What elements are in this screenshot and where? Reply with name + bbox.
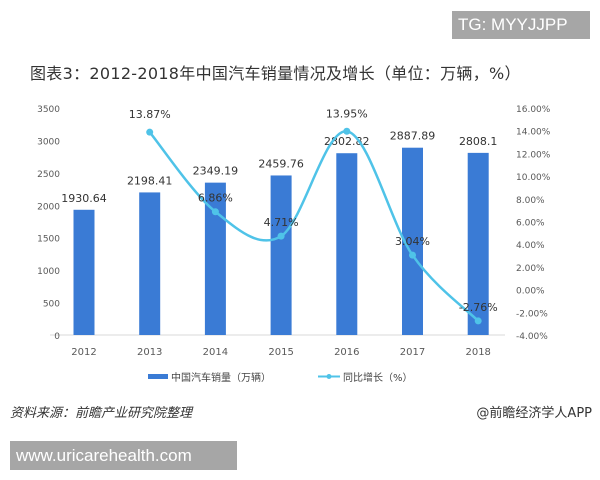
x-tick-label: 2014 (203, 347, 228, 358)
legend-line-marker (326, 374, 332, 379)
growth-marker (409, 251, 416, 259)
left-tick-label: 3500 (37, 105, 60, 115)
x-tick-label: 2017 (400, 347, 425, 358)
growth-data-label: -2.76% (459, 301, 498, 314)
bar-data-label: 2349.19 (193, 165, 239, 178)
growth-data-label: 13.95% (326, 107, 368, 120)
right-tick-label: 6.00% (516, 219, 545, 229)
site-watermark: www.uricarehealth.com (10, 441, 237, 470)
right-tick-label: 12.00% (516, 150, 551, 160)
x-tick-label: 2018 (465, 347, 490, 358)
left-tick-label: 2500 (37, 170, 60, 180)
source-note: 资料来源：前瞻产业研究院整理 (10, 406, 193, 421)
bar-data-label: 1930.64 (61, 192, 107, 205)
left-tick-label: 1500 (37, 235, 60, 245)
bar (467, 152, 489, 335)
growth-marker (474, 317, 482, 325)
bar-data-label: 2808.1 (459, 135, 498, 148)
legend-bar-swatch (148, 374, 168, 379)
left-tick-label: 2000 (37, 202, 60, 212)
bar (402, 147, 423, 335)
bar (139, 192, 161, 335)
growth-marker (211, 208, 219, 216)
left-tick-label: 500 (43, 300, 60, 310)
bar (73, 209, 95, 335)
growth-data-label: 6.86% (198, 192, 233, 205)
x-tick-label: 2013 (137, 347, 162, 358)
growth-marker (146, 128, 154, 136)
bar (204, 182, 226, 335)
growth-marker (343, 127, 351, 135)
legend-bar-label: 中国汽车销量（万辆） (171, 371, 271, 384)
credit: @前瞻经济学人APP (476, 406, 592, 421)
left-tick-label: 3000 (37, 137, 60, 147)
chart: 0 500 1000 1500 2000 2500 3000 3500 -4.00% -2.00%… (37, 105, 551, 384)
right-tick-label: 14.00% (516, 128, 551, 138)
x-tick-label: 2012 (71, 347, 96, 358)
bar-data-label: 2459.76 (258, 157, 304, 170)
right-tick-label: 10.00% (516, 173, 551, 183)
chart-title: 图表3：2012-2018年中国汽车销量情况及增长（单位：万辆，%） (30, 64, 521, 83)
growth-line (148, 130, 480, 322)
right-tick-label: 8.00% (516, 196, 545, 206)
bar (270, 175, 292, 335)
right-tick-label: 4.00% (516, 241, 545, 251)
x-tick-label: 2016 (334, 347, 359, 358)
left-tick-label: 1000 (37, 267, 60, 277)
x-tick-label: 2015 (268, 347, 293, 358)
right-tick-label: -4.00% (516, 332, 548, 342)
right-tick-label: 0.00% (516, 287, 545, 297)
growth-data-label: 13.87% (129, 108, 171, 121)
legend-line-label: 同比增长（%） (343, 371, 413, 384)
right-tick-label: 16.00% (516, 105, 551, 115)
growth-data-label: 4.71% (264, 216, 299, 229)
right-tick-label: -2.00% (516, 309, 548, 319)
watermark-badge: TG: MYYJJPP (452, 11, 590, 39)
right-tick-label: 2.00% (516, 264, 545, 274)
growth-marker (277, 232, 285, 240)
bar-data-label: 2198.41 (127, 174, 173, 187)
left-tick-label: 0 (54, 332, 60, 342)
bar-data-label: 2887.89 (390, 130, 436, 143)
bar (336, 153, 358, 335)
growth-data-label: 3.04% (395, 235, 430, 248)
